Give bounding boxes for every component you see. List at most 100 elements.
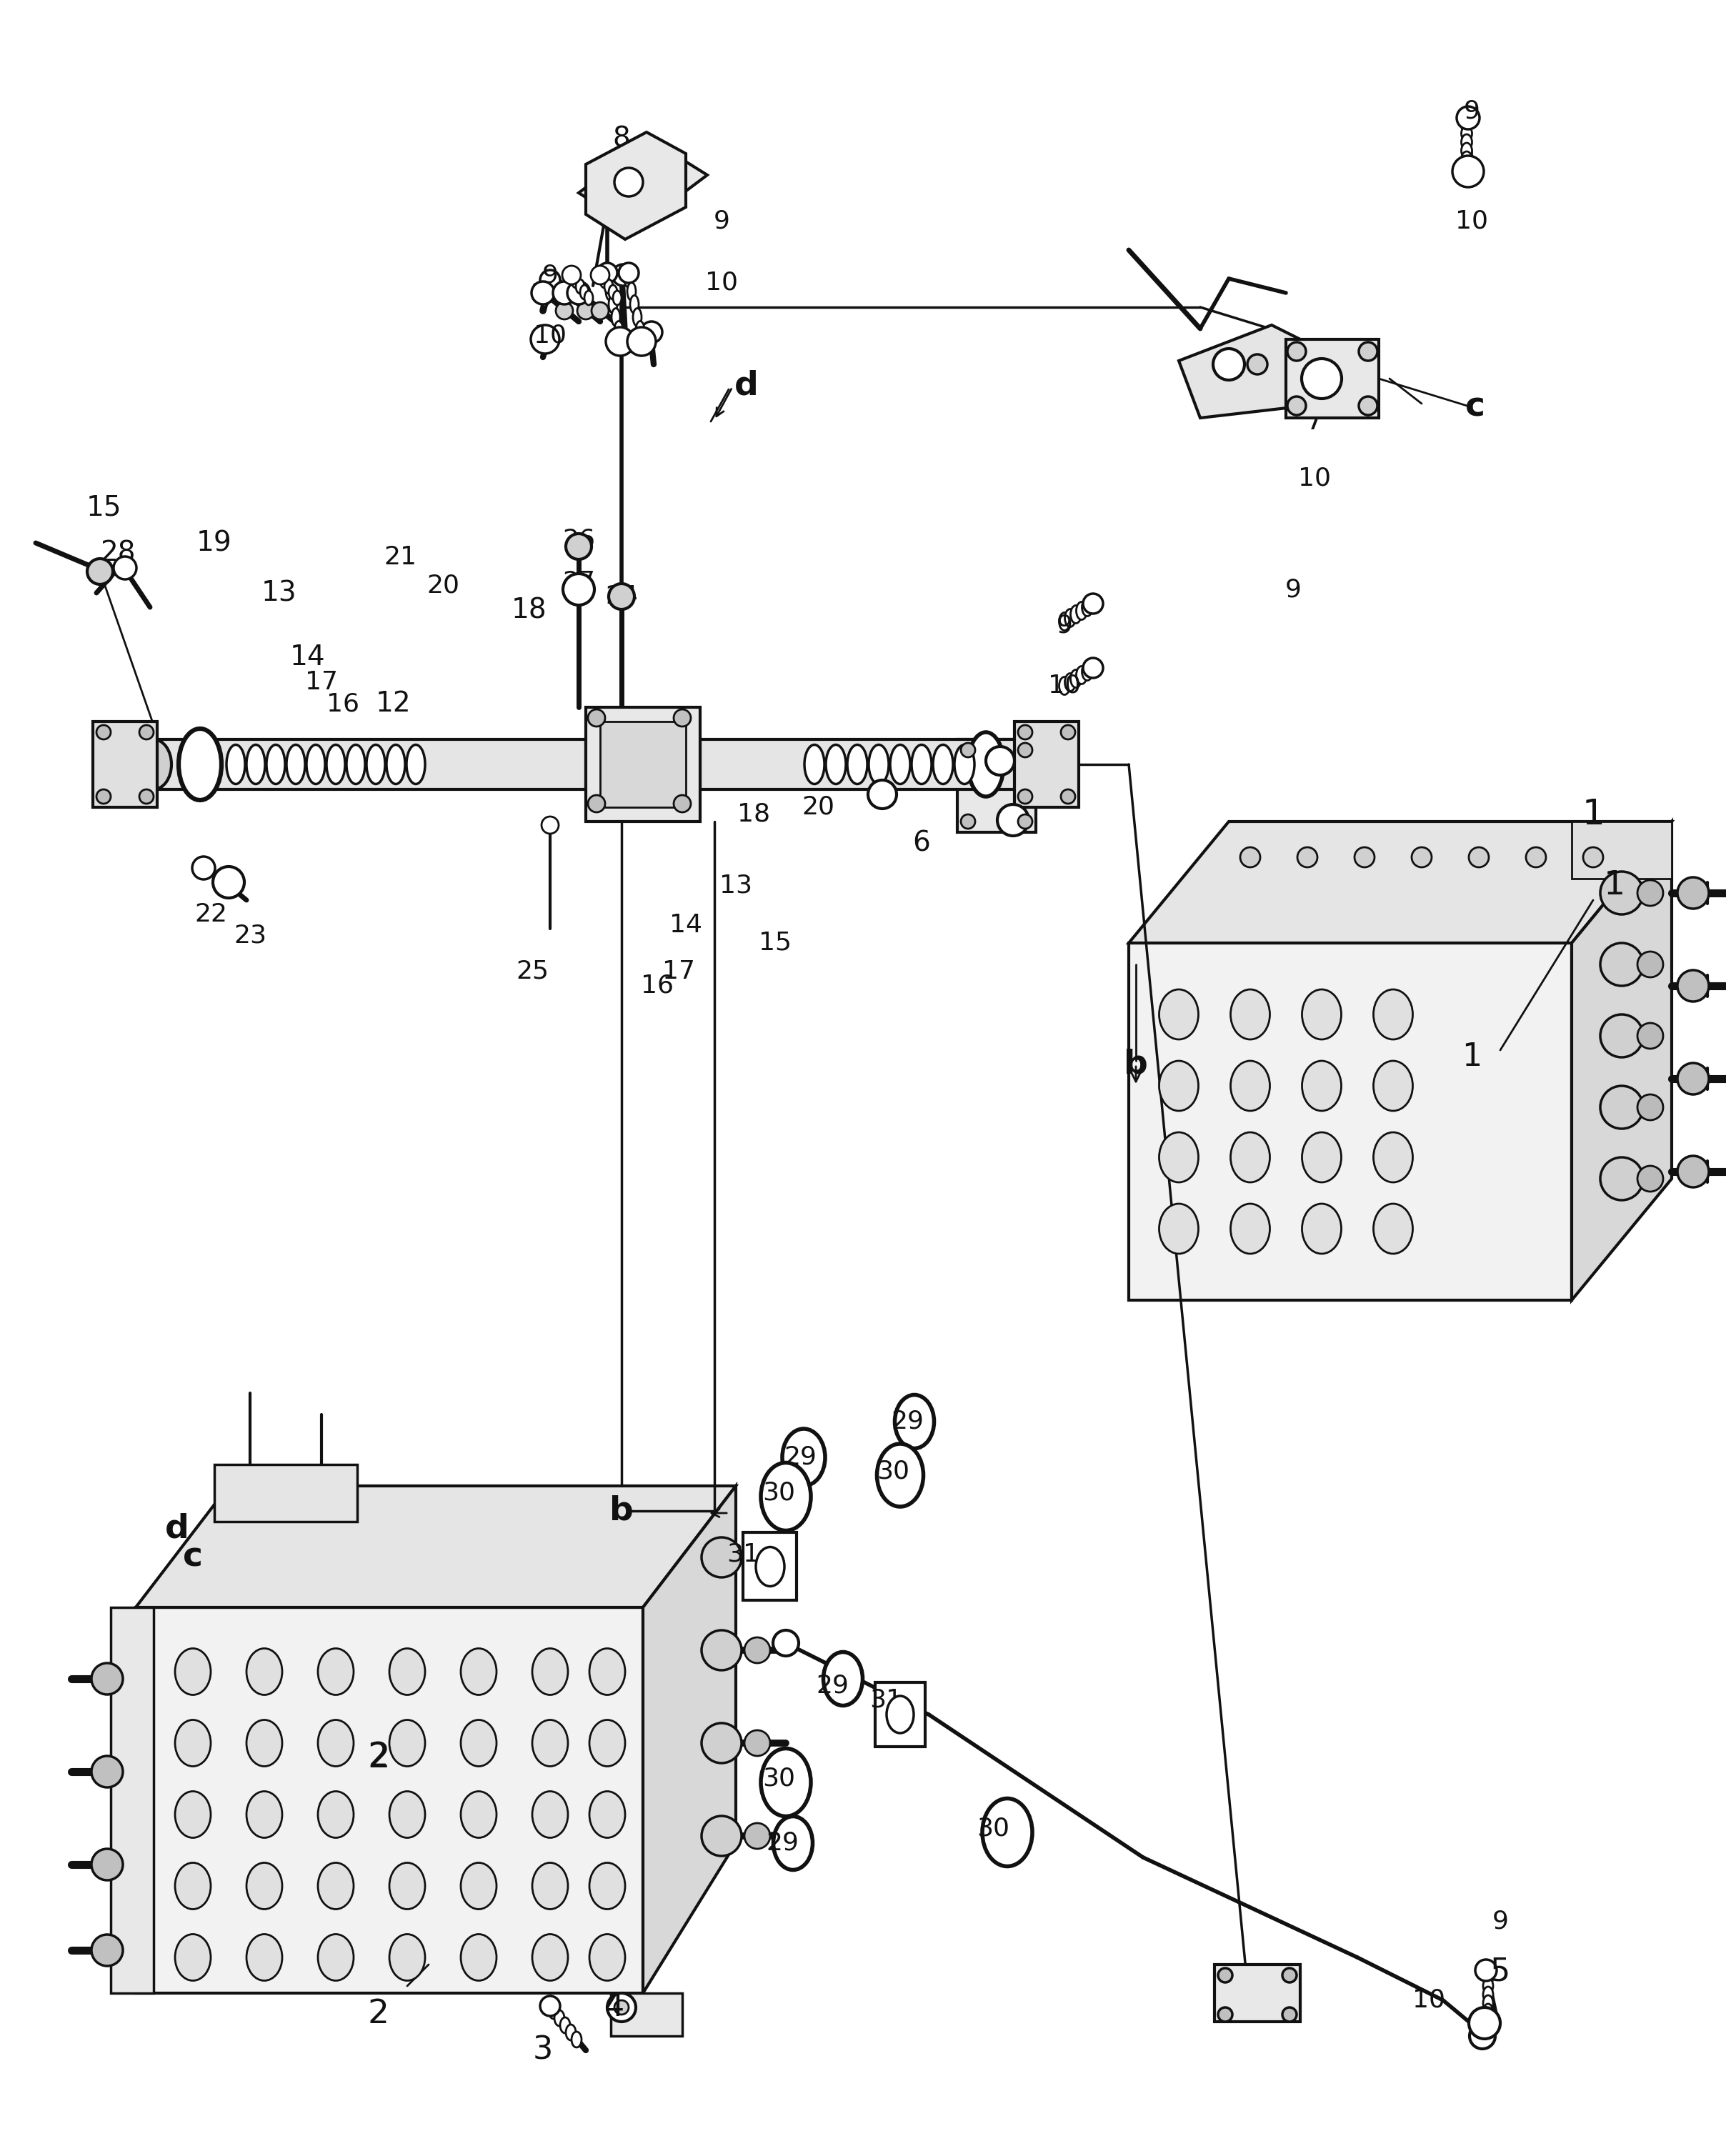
Ellipse shape <box>136 740 171 789</box>
Text: 22: 22 <box>195 901 228 927</box>
Ellipse shape <box>1077 602 1087 619</box>
Text: b: b <box>1124 1048 1148 1080</box>
Circle shape <box>701 1537 742 1578</box>
Text: 30: 30 <box>763 1481 796 1505</box>
Circle shape <box>140 724 154 740</box>
Ellipse shape <box>1231 1061 1270 1110</box>
Ellipse shape <box>318 1863 354 1910</box>
Text: 20: 20 <box>801 796 834 819</box>
Ellipse shape <box>1301 990 1341 1039</box>
Circle shape <box>701 1723 742 1764</box>
Circle shape <box>608 1992 635 2022</box>
Text: 31: 31 <box>870 1688 903 1712</box>
Ellipse shape <box>407 744 425 785</box>
Text: 11: 11 <box>540 759 575 785</box>
Ellipse shape <box>589 1863 625 1910</box>
Text: 9: 9 <box>713 209 730 233</box>
Circle shape <box>961 815 975 828</box>
Ellipse shape <box>606 282 614 300</box>
Circle shape <box>627 328 656 356</box>
Text: 14: 14 <box>670 912 702 938</box>
Ellipse shape <box>318 1934 354 1981</box>
Text: 2: 2 <box>368 1999 390 2031</box>
Ellipse shape <box>625 270 633 287</box>
Polygon shape <box>644 1485 735 1992</box>
Ellipse shape <box>326 744 345 785</box>
Ellipse shape <box>847 744 866 785</box>
Ellipse shape <box>1070 606 1080 623</box>
Text: 1: 1 <box>1603 869 1626 901</box>
Ellipse shape <box>1301 1132 1341 1181</box>
Circle shape <box>1061 724 1075 740</box>
Ellipse shape <box>1065 673 1075 692</box>
Circle shape <box>673 709 690 727</box>
Ellipse shape <box>554 2009 564 2027</box>
Circle shape <box>1678 877 1709 908</box>
Bar <box>1215 1964 1300 2022</box>
Circle shape <box>552 282 576 304</box>
Text: 21: 21 <box>383 545 416 569</box>
Ellipse shape <box>1301 1061 1341 1110</box>
Ellipse shape <box>891 744 910 785</box>
Circle shape <box>1282 1968 1296 1981</box>
Text: 6: 6 <box>913 830 930 856</box>
Text: 8: 8 <box>613 125 630 153</box>
Ellipse shape <box>589 1649 625 1695</box>
Ellipse shape <box>580 285 589 300</box>
Text: 12: 12 <box>375 690 411 718</box>
Ellipse shape <box>549 2003 559 2018</box>
Ellipse shape <box>613 291 621 304</box>
Ellipse shape <box>247 1649 281 1695</box>
Ellipse shape <box>1082 662 1093 681</box>
Ellipse shape <box>247 1934 281 1981</box>
Ellipse shape <box>307 744 324 785</box>
Ellipse shape <box>1462 160 1472 177</box>
Ellipse shape <box>1301 1203 1341 1255</box>
Circle shape <box>590 265 609 285</box>
Bar <box>1572 821 1672 880</box>
Circle shape <box>701 1630 742 1671</box>
Text: 9: 9 <box>542 263 557 287</box>
Text: 29: 29 <box>891 1410 923 1434</box>
Ellipse shape <box>1231 1132 1270 1181</box>
Circle shape <box>1213 349 1244 379</box>
Ellipse shape <box>968 733 1005 796</box>
Ellipse shape <box>554 280 563 293</box>
Ellipse shape <box>595 267 604 282</box>
Text: 19: 19 <box>770 770 803 793</box>
Text: 28: 28 <box>100 539 136 567</box>
Ellipse shape <box>532 1934 568 1981</box>
Circle shape <box>597 263 618 282</box>
Circle shape <box>1469 847 1490 867</box>
Text: 30: 30 <box>763 1766 796 1792</box>
Ellipse shape <box>982 1798 1032 1867</box>
Ellipse shape <box>1483 1994 1493 2012</box>
Circle shape <box>576 302 594 319</box>
Ellipse shape <box>247 1792 281 1837</box>
Circle shape <box>592 302 609 319</box>
Circle shape <box>1219 1968 1232 1981</box>
Ellipse shape <box>804 744 825 785</box>
Text: 20: 20 <box>426 573 459 597</box>
Bar <box>875 1682 925 1746</box>
Bar <box>1015 722 1079 806</box>
Ellipse shape <box>544 291 552 302</box>
Ellipse shape <box>576 280 585 293</box>
Polygon shape <box>1179 326 1322 418</box>
Circle shape <box>1638 880 1664 906</box>
Ellipse shape <box>1374 990 1414 1039</box>
Ellipse shape <box>627 282 635 300</box>
Ellipse shape <box>226 744 245 785</box>
Ellipse shape <box>571 2031 582 2048</box>
Ellipse shape <box>614 321 623 338</box>
Circle shape <box>566 535 592 558</box>
Circle shape <box>1412 847 1431 867</box>
Circle shape <box>1469 2007 1500 2040</box>
Circle shape <box>613 265 633 287</box>
Ellipse shape <box>390 1863 425 1910</box>
Ellipse shape <box>566 2024 576 2040</box>
Polygon shape <box>1572 821 1672 1300</box>
Ellipse shape <box>609 295 618 313</box>
Text: 31: 31 <box>727 1542 759 1565</box>
Circle shape <box>1288 397 1307 416</box>
